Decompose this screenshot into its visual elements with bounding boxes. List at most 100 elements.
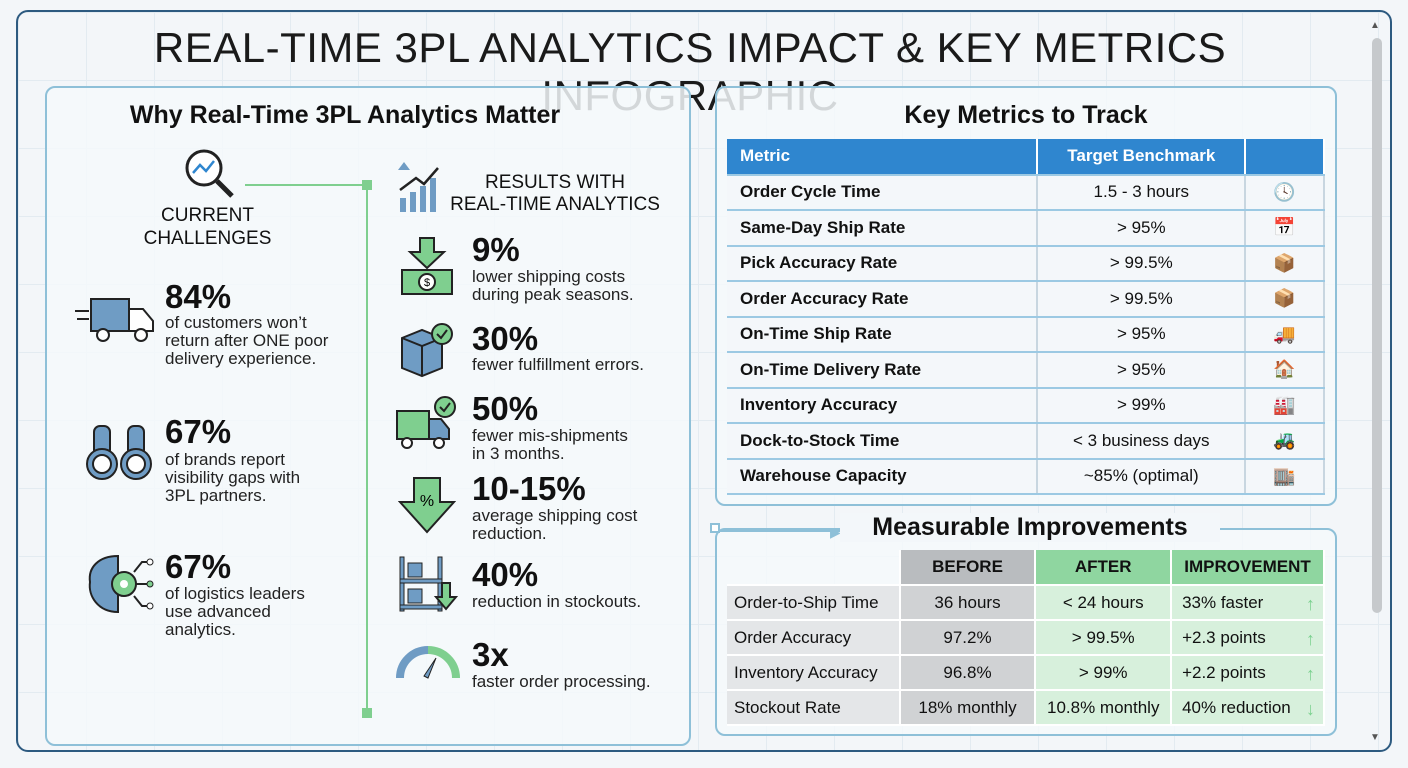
- column-header: Metric: [727, 139, 1039, 176]
- row-label: Order-to-Ship Time: [727, 585, 901, 621]
- metric-name: On-Time Ship Rate: [727, 316, 1039, 353]
- column-header: BEFORE: [899, 550, 1037, 586]
- challenge-text: of logistics leaders use advanced analytic…: [165, 585, 305, 639]
- connector-node: [710, 523, 720, 533]
- svg-text:%: %: [420, 493, 434, 510]
- metric-target: ~85% (optimal): [1037, 458, 1247, 495]
- text-line: of logistics leaders: [165, 584, 305, 603]
- calendar-check-icon: 📅: [1245, 210, 1325, 247]
- metric-target: > 99.5%: [1037, 281, 1247, 318]
- result-text: fewer mis-shipments in 3 months.: [472, 427, 628, 463]
- result-value: 50%: [472, 390, 539, 427]
- metric-name: Inventory Accuracy: [727, 387, 1039, 424]
- label-line: CHALLENGES: [143, 228, 272, 249]
- column-header: IMPROVEMENT: [1171, 550, 1325, 586]
- result-text: lower shipping costs during peak seasons.: [472, 268, 634, 304]
- text-line: lower shipping costs: [472, 267, 626, 286]
- before-value: 96.8%: [899, 655, 1037, 691]
- text-line: analytics.: [165, 620, 236, 639]
- truck-clock-icon: 🚚: [1245, 316, 1325, 353]
- why-heading: Why Real-Time 3PL Analytics Matter: [129, 101, 561, 129]
- scroll-down-icon[interactable]: ▼: [1370, 732, 1380, 743]
- arrow-up-icon: ↑: [1306, 629, 1315, 649]
- text-line: reduction in stockouts.: [472, 592, 642, 611]
- scroll-up-icon[interactable]: ▲: [1370, 20, 1380, 31]
- before-value: 36 hours: [899, 585, 1037, 621]
- result-value: 40%: [472, 556, 539, 593]
- truck-icon: [75, 298, 154, 342]
- results-label: RESULTS WITH REAL-TIME ANALYTICS: [440, 172, 670, 216]
- house-clock-icon: 🏠: [1245, 352, 1325, 389]
- text-line: fewer mis-shipments: [472, 426, 628, 445]
- metric-target: > 99.5%: [1037, 245, 1247, 282]
- table-row: Pick Accuracy Rate > 99.5% 📦: [727, 245, 1325, 282]
- column-header: [727, 550, 901, 586]
- text-line: 3PL partners.: [165, 486, 267, 505]
- metric-target: 1.5 - 3 hours: [1037, 174, 1247, 211]
- table-row: Inventory Accuracy 96.8% > 99% +2.2 points ↑: [727, 655, 1325, 691]
- after-value: > 99%: [1035, 655, 1173, 691]
- metric-name: Order Cycle Time: [727, 174, 1039, 211]
- before-value: 18% monthly: [899, 690, 1037, 726]
- arrow-down-icon: ↓: [1306, 699, 1315, 719]
- arrow-up-icon: ↑: [1306, 664, 1315, 684]
- challenge-text: of brands report visibility gaps with 3PL …: [165, 451, 300, 505]
- column-header: AFTER: [1035, 550, 1173, 586]
- table-header-row: BEFORE AFTER IMPROVEMENT: [727, 550, 1325, 586]
- warehouse-icon: 🏬: [1245, 458, 1325, 495]
- metric-target: > 99%: [1037, 387, 1247, 424]
- table-row: Same-Day Ship Rate > 95% 📅: [727, 210, 1325, 247]
- table-row: Order Accuracy Rate > 99.5% 📦: [727, 281, 1325, 318]
- metric-target: < 3 business days: [1037, 423, 1247, 460]
- table-row: Stockout Rate 18% monthly 10.8% monthly 40%…: [727, 690, 1325, 726]
- hand-box-icon: 📦: [1245, 245, 1325, 282]
- challenge-value: 67%: [165, 413, 232, 450]
- brain-gear-icon: [88, 554, 154, 614]
- improvement-value: 33% faster: [1182, 592, 1264, 612]
- text-line: faster order processing.: [472, 672, 651, 691]
- text-line: in 3 months.: [472, 444, 565, 463]
- connector-arrow: [710, 530, 840, 532]
- row-label: Order Accuracy: [727, 620, 901, 656]
- money-down-icon: $: [401, 237, 453, 295]
- result-value: 30%: [472, 320, 539, 357]
- result-value: 3x: [472, 636, 509, 673]
- row-label: Stockout Rate: [727, 690, 901, 726]
- connector-line: [245, 184, 367, 186]
- gauge-icon: [396, 646, 460, 679]
- metric-target: > 95%: [1037, 316, 1247, 353]
- text-line: average shipping cost: [472, 506, 638, 525]
- improvements-table: BEFORE AFTER IMPROVEMENT Order-to-Ship Tim…: [727, 550, 1325, 726]
- warehouse-check-icon: 🏭: [1245, 387, 1325, 424]
- before-value: 97.2%: [899, 620, 1037, 656]
- result-value: 10-15%: [472, 470, 586, 507]
- timeline-node: [362, 708, 372, 718]
- growth-chart-icon: [398, 162, 439, 212]
- text-line: reduction.: [472, 524, 547, 543]
- table-row: On-Time Ship Rate > 95% 🚚: [727, 316, 1325, 353]
- after-value: > 99.5%: [1035, 620, 1173, 656]
- improvements-heading: Measurable Improvements: [840, 513, 1220, 542]
- scrollbar-thumb[interactable]: [1372, 38, 1382, 613]
- label-line: CURRENT: [161, 205, 254, 226]
- challenge-value: 67%: [165, 548, 232, 585]
- timeline-node: [362, 180, 372, 190]
- result-text: fewer fulfillment errors.: [472, 356, 644, 374]
- challenge-text: of customers won’t return after ONE poor d…: [165, 314, 328, 368]
- text-line: during peak seasons.: [472, 285, 634, 304]
- after-value: < 24 hours: [1035, 585, 1173, 621]
- result-value: 9%: [472, 231, 520, 268]
- binoculars-icon: [86, 425, 152, 480]
- timeline-line: [366, 185, 368, 713]
- svg-text:$: $: [424, 277, 430, 289]
- improvement-cell: +2.2 points ↑: [1171, 655, 1325, 691]
- row-label: Inventory Accuracy: [727, 655, 901, 691]
- after-value: 10.8% monthly: [1035, 690, 1173, 726]
- text-line: fewer fulfillment errors.: [472, 355, 644, 374]
- percent-arrow-icon: %: [398, 477, 456, 534]
- metric-name: Same-Day Ship Rate: [727, 210, 1039, 247]
- metric-target: > 95%: [1037, 210, 1247, 247]
- table-row: Order-to-Ship Time 36 hours < 24 hours 33% …: [727, 585, 1325, 621]
- key-metrics-table: Metric Target Benchmark Order Cycle Time 1…: [727, 139, 1325, 495]
- column-header: Target Benchmark: [1037, 139, 1247, 176]
